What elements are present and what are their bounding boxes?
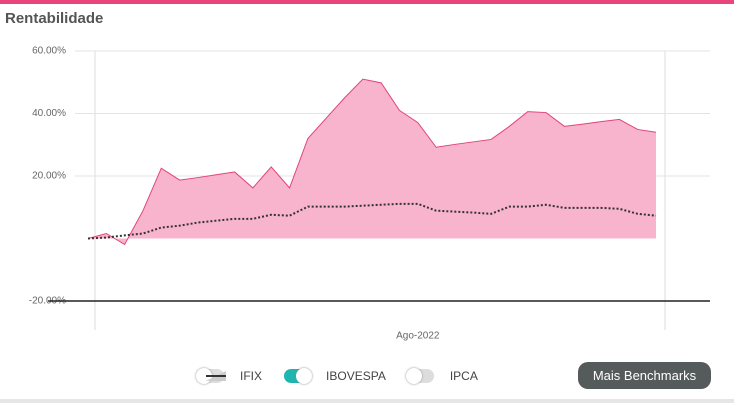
- bottom-bar: [0, 399, 734, 403]
- chart-title: Rentabilidade: [5, 10, 104, 27]
- legend-item: IBOVESPA: [206, 368, 386, 384]
- top-bar: [0, 0, 734, 4]
- area-line: [87, 78, 657, 246]
- legend-label: IPCA: [449, 369, 478, 383]
- toggle[interactable]: [284, 368, 313, 384]
- legend-item: IPCA: [206, 368, 478, 384]
- toggle-knob: [405, 368, 422, 384]
- legend-label: IBOVESPA: [326, 369, 386, 383]
- x-tick-label: Ago-2022: [396, 331, 440, 342]
- legend-label: IFIX: [240, 369, 263, 383]
- line: [87, 202, 657, 240]
- y-tick-label: 40.00%: [32, 108, 66, 119]
- y-tick-label: 60.00%: [32, 46, 66, 57]
- toggle-knob: [296, 368, 313, 384]
- y-tick-label: 20.00%: [32, 171, 66, 182]
- legend-icon: [206, 375, 226, 377]
- legend: IFIX IBOVESPA IPCA: [196, 368, 500, 384]
- y-tick-label: -20.00%: [29, 296, 66, 307]
- chart: 60.00% 40.00% 20.00% -20.00% Ago-2022: [29, 46, 710, 342]
- more-benchmarks-button[interactable]: Mais Benchmarks: [578, 362, 711, 389]
- toggle[interactable]: [405, 368, 434, 384]
- area: [88, 79, 656, 245]
